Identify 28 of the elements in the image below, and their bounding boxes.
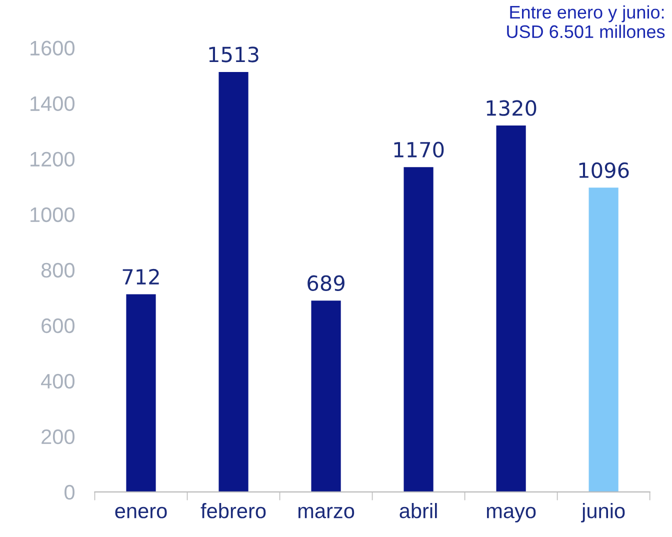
bar — [311, 300, 341, 492]
bar — [126, 294, 156, 492]
y-tick-label: 1200 — [30, 152, 74, 167]
x-tick-label: enero — [115, 506, 167, 518]
x-tick-label: mayo — [486, 506, 536, 522]
x-tick-label: junio — [581, 503, 625, 522]
y-tick-label: 400 — [41, 374, 74, 389]
x-tick-label: marzo — [298, 506, 354, 518]
y-tick-label: 1600 — [30, 40, 74, 56]
y-tick-label: 1400 — [30, 96, 74, 112]
x-tick-label: abril — [400, 503, 437, 518]
x-tick-label: febrero — [200, 503, 266, 518]
data-label: 689 — [308, 275, 344, 292]
bar — [218, 72, 248, 492]
data-label: 1096 — [579, 162, 629, 178]
data-label: 1170 — [394, 142, 444, 158]
bar — [404, 167, 434, 492]
text: Entre enero y junio: USD 6.501 millones — [507, 5, 665, 38]
y-tick-label: 0 — [64, 484, 74, 500]
y-tick-label: 1000 — [30, 207, 74, 222]
y-tick-label: 800 — [41, 262, 74, 278]
y-tick-label: 200 — [42, 429, 74, 444]
bar — [588, 188, 618, 492]
bar — [496, 126, 526, 492]
y-tick-label: 600 — [42, 318, 74, 334]
data-label: 1513 — [209, 46, 258, 62]
data-label: 712 — [122, 268, 159, 284]
data-label: 1320 — [486, 100, 536, 116]
